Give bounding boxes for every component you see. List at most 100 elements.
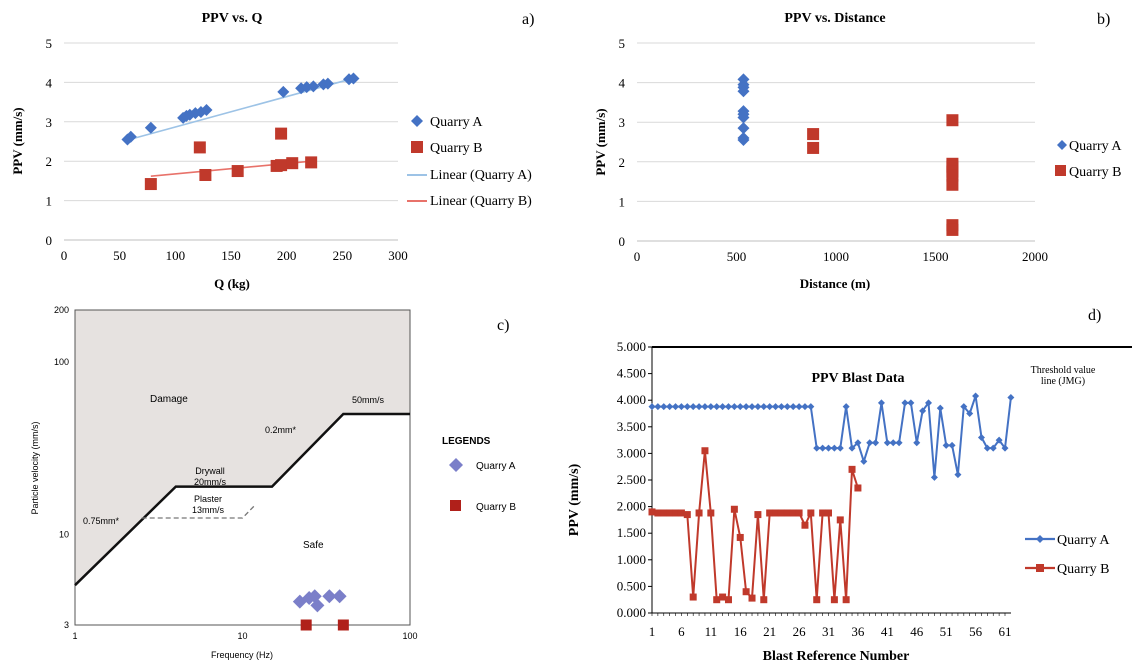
chart-d-point-quarry-a	[889, 439, 897, 447]
chart-c-panel-label: c)	[497, 317, 509, 334]
annot-plaster-value: 13mm/s	[192, 505, 225, 515]
chart-a-xtick-label: 250	[333, 248, 353, 263]
chart-d-point-quarry-a	[836, 444, 844, 452]
chart-d-xtick-label: 61	[999, 624, 1012, 639]
chart-d-point-quarry-a	[754, 403, 762, 411]
chart-a-point-quarry-a	[321, 77, 334, 90]
chart-b-xtick-label: 500	[727, 249, 747, 264]
chart-d-point-quarry-a	[930, 473, 938, 481]
chart-d-ytick-label: 3.000	[617, 445, 646, 460]
chart-b-point-quarry-b	[946, 169, 959, 182]
chart-d-point-quarry-b	[730, 505, 738, 513]
chart-d-point-quarry-a	[701, 403, 709, 411]
chart-d-point-quarry-a	[842, 403, 850, 411]
chart-a-ytick-label: 2	[46, 154, 53, 169]
chart-b-ytick-label: 2	[619, 155, 626, 170]
chart-d-xtick-label: 46	[910, 624, 924, 639]
chart-d-point-quarry-b	[825, 509, 832, 517]
chart-a-ytick-label: 3	[46, 115, 53, 130]
chart-c-point-quarry-b	[300, 619, 312, 631]
chart-c-ytick-label: 200	[54, 305, 69, 315]
chart-a-ytick-label: 4	[46, 75, 53, 90]
legend-c-quarry-a-marker	[449, 458, 463, 472]
chart-d: d) PPV Blast Data Threshold value line (…	[567, 307, 1132, 664]
chart-d-point-quarry-b	[830, 596, 838, 604]
chart-a-ytick-label: 0	[46, 233, 53, 248]
legend-c-title: LEGENDS	[442, 436, 491, 447]
chart-d-xtick-label: 6	[678, 624, 685, 639]
chart-c-xtick-label: 1	[72, 631, 77, 641]
chart-b-point-quarry-a	[737, 111, 750, 124]
chart-d-point-quarry-b	[848, 465, 856, 473]
chart-d-point-quarry-b	[842, 596, 850, 604]
legend-d-quarry-b-marker	[1036, 564, 1044, 572]
annot-drywall-value: 20mm/s	[194, 477, 227, 487]
chart-d-point-quarry-a	[866, 439, 874, 447]
chart-d-point-quarry-b	[672, 509, 680, 517]
chart-b-panel-label: b)	[1097, 11, 1110, 28]
chart-d-ylabel: PPV (mm/s)	[567, 463, 582, 536]
chart-a-point-quarry-a	[307, 80, 320, 93]
chart-b-xtick-label: 0	[634, 249, 641, 264]
chart-d-point-quarry-a	[654, 403, 662, 411]
chart-d-point-quarry-a	[748, 403, 756, 411]
chart-d-ytick-label: 0.000	[617, 605, 646, 620]
chart-d-point-quarry-b	[748, 594, 756, 602]
chart-b-point-quarry-b	[946, 223, 959, 236]
chart-d-point-quarry-b	[736, 533, 744, 541]
chart-d-point-quarry-a	[883, 439, 891, 447]
chart-d-point-quarry-a	[742, 403, 750, 411]
chart-d-point-quarry-b	[742, 588, 750, 596]
chart-d-point-quarry-a	[848, 444, 856, 452]
chart-d-point-quarry-b	[760, 596, 768, 604]
chart-a-panel-label: a)	[522, 11, 534, 28]
chart-d-point-quarry-b	[836, 516, 844, 524]
chart-d-ytick-label: 5.000	[617, 339, 646, 354]
chart-d-point-quarry-a	[825, 444, 832, 452]
plaster-limit-line	[141, 503, 257, 519]
chart-b-ytick-label: 3	[619, 115, 626, 130]
chart-a-point-quarry-a	[124, 130, 137, 143]
chart-c-ytick-label: 100	[54, 357, 69, 367]
chart-b-xtick-label: 2000	[1022, 249, 1048, 264]
chart-d-point-quarry-b	[677, 509, 685, 517]
legend-b-quarry-a-marker	[1057, 140, 1067, 150]
safe-limit-line	[74, 412, 410, 587]
chart-d-xlabel: Blast Reference Number	[763, 649, 910, 664]
chart-a-xtick-label: 50	[113, 248, 126, 263]
chart-d-point-quarry-b	[789, 509, 797, 517]
chart-b-xtick-label: 1500	[923, 249, 949, 264]
chart-d-point-quarry-a	[872, 439, 880, 447]
annot-02mm: 0.2mm*	[265, 425, 297, 435]
chart-d-point-quarry-a	[801, 403, 809, 411]
chart-c-ytick-label: 10	[59, 530, 69, 540]
chart-d-ytick-label: 2.500	[617, 472, 646, 487]
legend-a-lin-b: Linear (Quarry B)	[430, 194, 532, 209]
chart-c-point-quarry-a	[332, 589, 347, 604]
annot-075mm: 0.75mm*	[83, 516, 120, 526]
chart-d-point-quarry-a	[954, 471, 962, 479]
chart-b-ytick-label: 1	[619, 194, 626, 209]
panel-a: PPV vs. Q a) 0 1 2 3 4 5 0 50 100 150 200 250 300 Q …	[0, 0, 560, 300]
chart-a-point-quarry-b	[275, 159, 288, 172]
chart-a-xtick-label: 100	[166, 248, 186, 263]
chart-d-xtick-label: 1	[649, 624, 656, 639]
chart-d-point-quarry-a	[966, 410, 974, 417]
chart-d-point-quarry-a	[895, 439, 903, 447]
legend-c-quarry-b-marker	[450, 500, 461, 511]
chart-d-point-quarry-b	[701, 447, 709, 455]
chart-b-point-quarry-b	[807, 141, 820, 154]
chart-b-xlabel: Distance (m)	[800, 276, 870, 291]
chart-d-point-quarry-a	[960, 403, 968, 411]
chart-d-point-quarry-a	[695, 403, 703, 411]
legend-d-quarry-a: Quarry A	[1057, 533, 1110, 548]
chart-d-point-quarry-a	[1001, 444, 1009, 452]
chart-a-point-quarry-b	[193, 141, 206, 154]
chart-d-point-quarry-a	[983, 444, 991, 452]
chart-d-point-quarry-a	[907, 399, 915, 407]
chart-d-point-quarry-a	[713, 403, 721, 411]
chart-a-point-quarry-b	[144, 178, 157, 191]
threshold-label-2: line (JMG)	[1041, 376, 1085, 387]
chart-c-xlabel: Frequency (Hz)	[211, 650, 273, 660]
chart-d-point-quarry-a	[689, 403, 697, 411]
